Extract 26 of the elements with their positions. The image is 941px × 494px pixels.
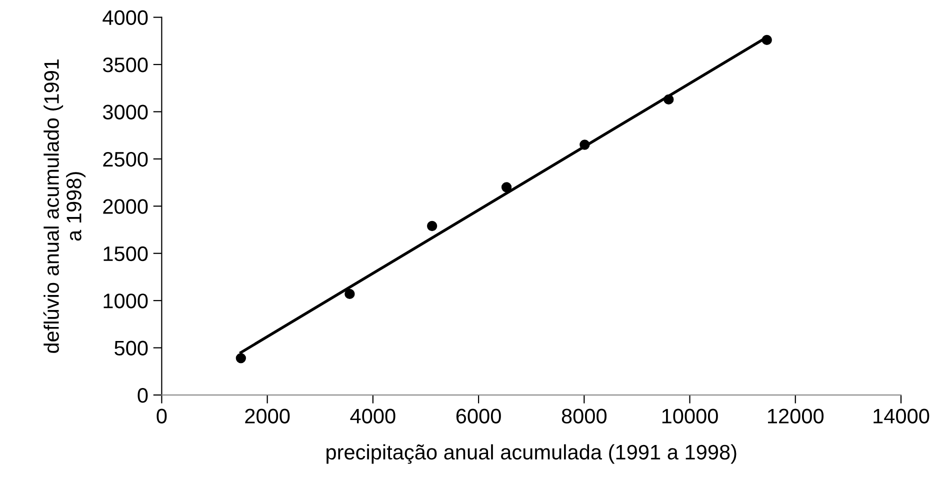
y-tick-label: 4000 xyxy=(102,10,148,26)
point xyxy=(344,288,355,300)
y-tick-label: 2500 xyxy=(103,152,148,167)
y-axis-title: deflúvio anual acumulado (1991 a 1998) xyxy=(43,59,86,353)
x-tick-label: 2000 xyxy=(245,408,290,424)
x-axis-title: precipitação anual acumulada (1991 a 1998) xyxy=(326,444,736,464)
point xyxy=(762,34,772,46)
x-tick-label: 6000 xyxy=(456,408,501,424)
y-tick-label: 1500 xyxy=(104,246,148,262)
x-tick-label: 14000 xyxy=(874,408,930,424)
point xyxy=(426,220,438,232)
x-tick-label: 12000 xyxy=(768,408,824,424)
point xyxy=(236,353,246,364)
point xyxy=(580,140,590,150)
point xyxy=(664,94,674,105)
point xyxy=(501,182,512,192)
x-tick-label: 0 xyxy=(156,408,167,424)
y-tick-label: 2000 xyxy=(103,199,148,214)
y-tick-label: 1000 xyxy=(104,294,148,308)
y-tick-label: 500 xyxy=(114,340,148,356)
x-tick-label: 8000 xyxy=(562,408,607,424)
x-tick-label: 4000 xyxy=(350,408,396,424)
x-tick-label: 10000 xyxy=(662,408,718,424)
y-tick-label: 3500 xyxy=(102,58,148,72)
y-tick-label: 3000 xyxy=(102,104,148,120)
y-tick-label: 0 xyxy=(138,388,148,403)
